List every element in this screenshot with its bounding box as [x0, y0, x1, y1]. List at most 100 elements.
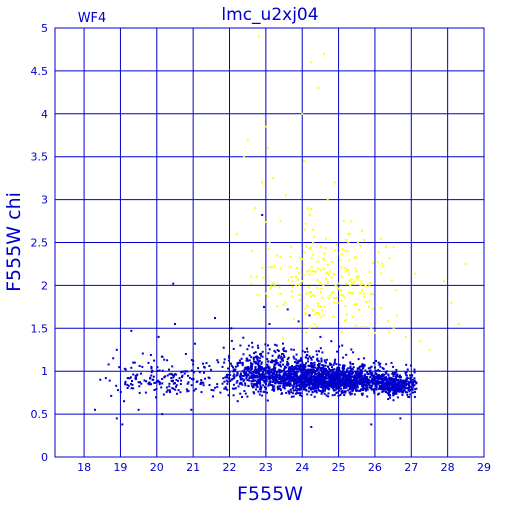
blue-data-point	[288, 368, 291, 371]
blue-data-point	[254, 376, 257, 379]
blue-data-point	[312, 368, 315, 371]
yellow-data-point	[360, 280, 363, 283]
blue-data-point	[378, 392, 381, 395]
yellow-data-point	[419, 340, 422, 343]
blue-data-point	[387, 385, 390, 388]
blue-data-point	[397, 388, 399, 391]
blue-data-point	[250, 356, 253, 359]
yellow-data-point	[308, 273, 311, 276]
blue-data-point	[285, 373, 288, 376]
blue-data-point	[356, 380, 359, 383]
blue-data-point	[185, 388, 188, 391]
yellow-data-point	[275, 254, 278, 257]
blue-data-point	[387, 373, 390, 376]
blue-data-point	[216, 385, 219, 388]
blue-data-point	[384, 388, 387, 391]
blue-data-point	[150, 374, 153, 377]
blue-data-point	[317, 383, 320, 386]
blue-data-point	[360, 388, 363, 391]
yellow-data-point	[312, 294, 314, 297]
blue-data-point	[406, 391, 408, 394]
blue-data-point	[258, 360, 261, 362]
blue-data-point	[318, 372, 321, 374]
yellow-data-point	[395, 289, 398, 292]
yellow-data-point	[306, 304, 309, 307]
blue-data-point	[336, 391, 339, 394]
blue-data-point	[285, 384, 288, 387]
blue-data-point	[147, 382, 150, 385]
blue-data-point	[366, 376, 369, 379]
blue-data-point	[251, 365, 254, 367]
blue-data-point	[306, 371, 309, 374]
yellow-data-point	[369, 293, 372, 296]
blue-data-point	[297, 384, 299, 387]
blue-data-point	[301, 373, 304, 376]
blue-data-point	[340, 387, 342, 390]
yellow-data-point	[331, 292, 333, 295]
blue-data-point	[350, 385, 353, 387]
yellow-data-point	[382, 265, 385, 268]
blue-data-point	[344, 391, 347, 394]
blue-data-point	[320, 377, 323, 380]
blue-data-point	[392, 373, 395, 376]
blue-data-point	[254, 366, 257, 368]
blue-data-point	[190, 378, 193, 381]
blue-data-point	[356, 369, 359, 372]
blue-data-point	[372, 379, 375, 381]
blue-data-point	[329, 368, 332, 371]
blue-data-point	[392, 375, 395, 377]
yellow-data-point	[368, 300, 371, 303]
blue-data-point	[225, 373, 228, 376]
blue-data-point	[303, 376, 306, 379]
blue-data-point	[326, 381, 329, 384]
blue-data-point	[283, 374, 286, 376]
blue-data-point	[282, 353, 285, 355]
blue-data-point	[309, 357, 312, 360]
blue-data-point	[396, 373, 399, 376]
blue-data-point	[249, 371, 252, 374]
blue-data-point	[152, 375, 155, 378]
blue-data-point	[347, 379, 350, 381]
yellow-data-point	[326, 198, 329, 201]
yellow-data-point	[319, 269, 322, 272]
blue-data-point	[242, 353, 245, 356]
blue-data-point	[408, 396, 411, 399]
blue-data-point	[284, 378, 287, 381]
blue-data-point	[316, 372, 318, 375]
blue-data-point	[277, 355, 280, 358]
blue-data-point	[277, 388, 279, 391]
yellow-data-point	[322, 284, 325, 287]
blue-data-point	[178, 377, 181, 380]
blue-data-point	[306, 375, 308, 378]
blue-data-point	[355, 378, 358, 381]
blue-data-point	[110, 394, 113, 397]
yellow-data-point	[368, 271, 371, 274]
blue-data-point	[318, 350, 320, 353]
blue-data-point	[261, 394, 264, 397]
blue-data-point	[406, 393, 409, 396]
yellow-data-point	[313, 322, 316, 325]
yellow-data-point	[350, 278, 353, 281]
blue-data-point	[323, 369, 325, 372]
blue-data-point	[225, 387, 228, 390]
blue-data-point	[354, 370, 357, 373]
yellow-data-point	[351, 282, 354, 285]
blue-data-point	[259, 390, 262, 393]
yellow-data-point	[377, 250, 380, 253]
blue-data-point	[150, 371, 153, 374]
yellow-data-point	[332, 297, 335, 300]
blue-data-point	[249, 369, 252, 372]
blue-data-point	[115, 348, 118, 351]
yellow-data-point	[301, 280, 304, 283]
blue-data-point	[199, 383, 202, 386]
blue-data-point	[295, 386, 298, 389]
blue-data-point	[391, 372, 394, 375]
blue-data-point	[385, 370, 388, 373]
yellow-data-point	[333, 273, 336, 276]
yellow-data-point	[313, 294, 316, 297]
blue-data-point	[295, 392, 298, 395]
blue-data-point	[396, 383, 399, 386]
blue-data-point	[294, 377, 297, 380]
blue-data-point	[323, 359, 326, 362]
blue-data-point	[251, 346, 254, 349]
